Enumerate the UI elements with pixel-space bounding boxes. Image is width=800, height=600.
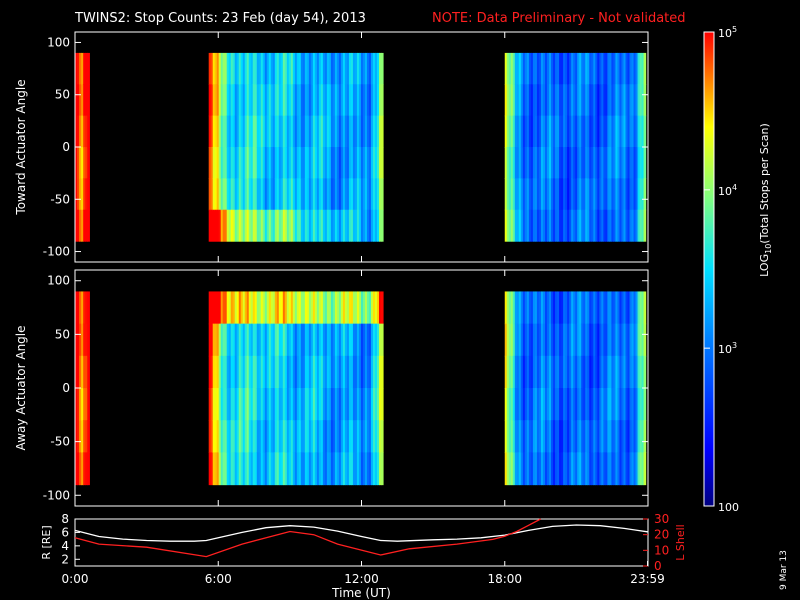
l-shell-line bbox=[74, 518, 541, 558]
y-tick-label: 6 bbox=[61, 525, 69, 539]
colorbar-tick-label: 100 bbox=[718, 501, 739, 514]
heatmap-segment bbox=[504, 52, 647, 242]
y-tick-label: 50 bbox=[55, 88, 70, 102]
y2-tick-label: 20 bbox=[654, 528, 669, 542]
x-tick-label: 23:59 bbox=[630, 572, 665, 586]
heatmap-segment bbox=[504, 291, 647, 486]
x-tick-label: 18:00 bbox=[487, 572, 522, 586]
y-tick-label: -100 bbox=[43, 245, 70, 259]
y-tick-label: 100 bbox=[47, 274, 70, 288]
preliminary-note: NOTE: Data Preliminary - Not validated bbox=[432, 11, 686, 26]
heatmap-segment bbox=[75, 291, 90, 486]
y-tick-label: 8 bbox=[61, 512, 69, 526]
l-shell-axis-label: L Shell bbox=[674, 524, 687, 560]
y2-tick-label: 30 bbox=[654, 512, 669, 526]
heatmap-segment bbox=[208, 52, 384, 242]
x-tick-label: 6:00 bbox=[205, 572, 232, 586]
x-tick-label: 0:00 bbox=[62, 572, 89, 586]
y-tick-label: -100 bbox=[43, 488, 70, 502]
colorbar: 105 104 103 100 LOG10(Total Stops per Scan) bbox=[703, 25, 773, 514]
colorbar-tick-label: 105 bbox=[718, 25, 737, 40]
heatmap-segment bbox=[208, 291, 384, 486]
y-tick-label: 50 bbox=[55, 327, 70, 341]
heatmap-segment bbox=[75, 52, 90, 242]
y-axis-label: Away Actuator Angle bbox=[14, 325, 28, 450]
x-axis-label: Time (UT) bbox=[331, 586, 391, 600]
y-tick-label: 2 bbox=[61, 552, 69, 566]
toward-angle-panel: 100 50 0 -50 -100 Toward Actuator Angle bbox=[14, 31, 649, 263]
y-tick-label: -50 bbox=[50, 435, 70, 449]
radius-axis-label: R [RE] bbox=[40, 525, 53, 559]
y2-tick-label: 0 bbox=[654, 559, 662, 573]
y-tick-label: 4 bbox=[61, 539, 69, 553]
y-tick-label: -50 bbox=[50, 192, 70, 206]
colorbar-gradient bbox=[703, 31, 715, 507]
x-tick-label: 12:00 bbox=[344, 572, 379, 586]
y-tick-label: 0 bbox=[62, 140, 70, 154]
y-tick-label: 100 bbox=[47, 35, 70, 49]
colorbar-label: LOG10(Total Stops per Scan) bbox=[758, 123, 773, 277]
radius-line bbox=[74, 524, 648, 542]
y2-tick-label: 10 bbox=[654, 543, 669, 557]
y-axis-label: Toward Actuator Angle bbox=[14, 79, 28, 215]
away-angle-panel: 100 50 0 -50 -100 Away Actuator Angle bbox=[14, 269, 649, 507]
figure-title: TWINS2: Stop Counts: 23 Feb (day 54), 20… bbox=[74, 11, 366, 26]
y-tick-label: 0 bbox=[62, 381, 70, 395]
colorbar-tick-label: 104 bbox=[718, 183, 737, 198]
colorbar-tick-label: 103 bbox=[718, 341, 737, 356]
date-stamp: 9 Mar 13 bbox=[779, 550, 789, 590]
